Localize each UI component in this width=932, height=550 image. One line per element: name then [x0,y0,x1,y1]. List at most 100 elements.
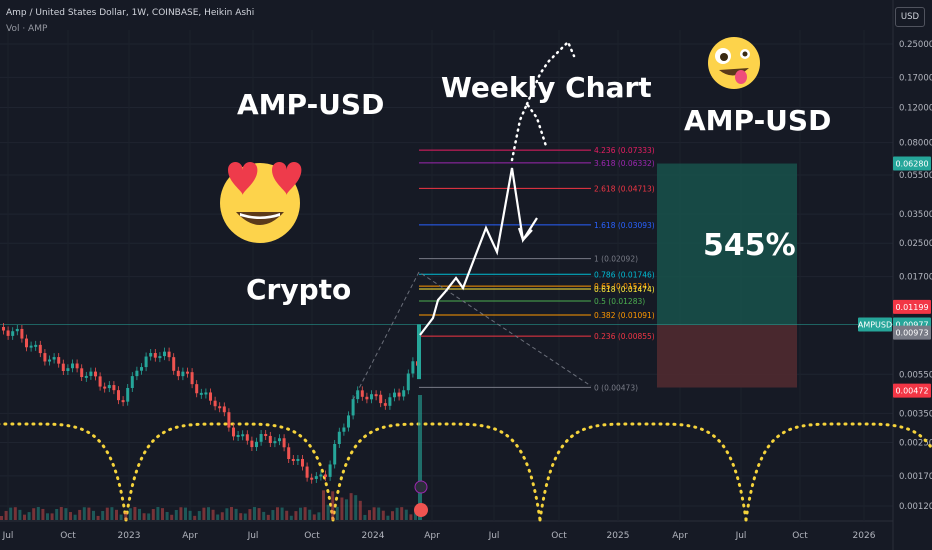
volume-bar [299,507,302,520]
price-tick-label: 0.02500 [899,239,932,249]
candle [176,370,180,377]
projection-dotted-path [525,39,576,106]
candle [296,458,300,461]
loss-zone [657,324,797,388]
volume-bar [202,507,206,520]
volume-bar [138,508,141,520]
projection-path [419,167,538,336]
volume-bar [64,508,68,520]
candle [305,466,309,478]
volume-bar [253,507,256,520]
candle [222,406,226,413]
volume-bar [331,491,335,520]
volume-bar [161,508,164,520]
candle [190,372,194,385]
candle [360,390,364,397]
time-tick-label: Apr [672,531,688,541]
candle [227,412,231,428]
volume-bar [276,507,279,520]
projection-dotted-path [510,101,548,162]
fib-level-label: 2.618 (0.04713) [594,184,655,193]
price-tick-label: 0.08000 [899,139,932,149]
fib-level-label: 0.236 (0.00855) [594,332,655,341]
candle [370,394,373,400]
right-title: AMP-USD [684,104,832,137]
volume-bar [294,511,298,520]
volume-bar [142,513,146,520]
volume-bar [179,507,183,520]
volume-bar [73,514,77,520]
price-tick-label: 0.00250 [899,438,932,448]
price-label-text: 0.01199 [895,303,928,312]
volume-bar [312,514,316,520]
time-tick-label: Jul [735,531,747,541]
candle [112,385,116,391]
volume-bar [105,507,109,520]
volume-bar [395,507,399,520]
volume-bar [220,512,224,520]
candle [80,368,84,378]
price-label-box [893,299,931,314]
volume-bar [188,510,192,520]
flag-marker-icon [414,503,428,517]
volume-bar [335,506,339,520]
profit-zone [657,163,797,325]
candle [52,357,56,360]
price-label-box [858,317,892,332]
volume-bar [289,515,293,520]
volume-bar [372,507,376,520]
center-title: Weekly Chart [441,71,652,104]
time-tick-label: Jul [247,531,259,541]
candle [301,458,304,467]
price-tick-label: 0.00550 [899,370,932,380]
volume-bar [271,510,275,520]
candle [11,331,15,336]
volume-bar [115,509,118,520]
volume-bar [216,514,220,520]
volume-bar [345,499,348,520]
volume-bar [23,514,26,520]
volume-bar [124,512,128,520]
price-label-box [893,156,931,171]
candle [337,431,341,444]
time-tick-label: Apr [424,531,440,541]
price-tick-label: 0.17000 [899,73,932,83]
volume-bar [110,507,114,520]
candle [84,375,88,378]
candle [388,397,392,406]
price-label-box [893,383,931,398]
price-label-text: 0.00973 [895,329,928,338]
candle [172,357,176,371]
candle [2,326,5,331]
candle [282,438,286,448]
candle [232,427,235,437]
currency-button[interactable]: USD [895,7,925,27]
candle [117,390,120,401]
fib-level-label: 0 (0.00473) [594,383,638,392]
volume-bar [211,509,215,520]
volume-bar [340,497,344,520]
candle [365,396,369,400]
volume-bar [27,512,31,520]
volume-bar [50,513,54,520]
candle [314,476,318,479]
candle [333,443,337,465]
volume-bar [36,507,40,520]
volume-bar [248,509,252,520]
volume-bar [41,508,45,520]
price-label-box [893,325,931,340]
price-tick-label: 0.00350 [899,409,932,419]
candle [199,392,203,395]
candle [6,330,10,336]
fib-level-label: 1 (0.02092) [594,255,638,264]
volume-bar [386,515,390,520]
candle [236,434,240,437]
left-caption: Crypto [246,273,352,306]
volume-bar [377,507,381,520]
candle [397,392,401,397]
volume-bar [82,507,86,520]
volume-bar [170,514,174,520]
time-tick-label: Jul [488,531,500,541]
